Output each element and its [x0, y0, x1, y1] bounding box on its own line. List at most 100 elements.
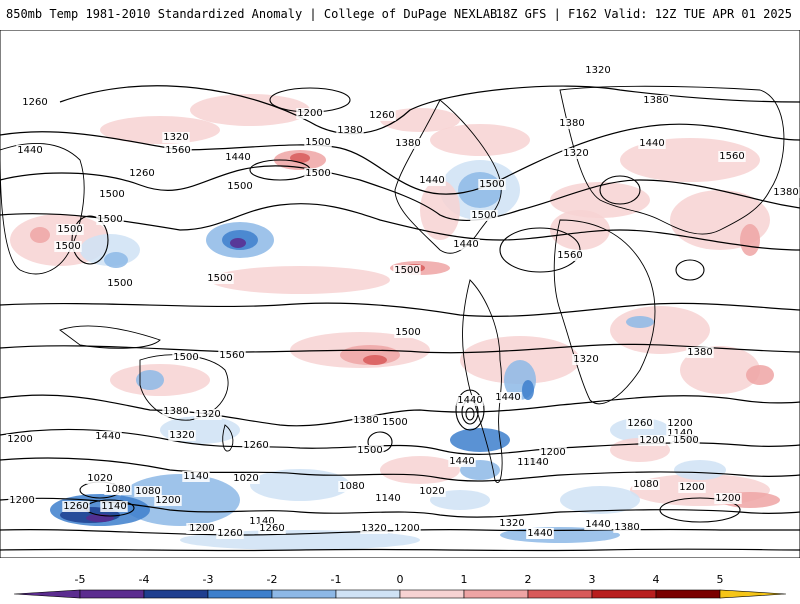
contour-label: 1140 [523, 457, 548, 468]
contour-label-background [638, 435, 666, 446]
contour-label-background [626, 418, 654, 429]
colorbar-bin [527, 589, 593, 599]
anomaly-area [430, 124, 530, 156]
contour-label-background [562, 148, 590, 159]
colorbar-graphic: -5 -4 -3 -2 -1 0 1 2 3 4 5 [13, 573, 787, 599]
colorbar-tick-label: -1 [331, 573, 342, 586]
contour-closed [455, 389, 485, 431]
contour-label: 1500 [394, 265, 419, 276]
contour-label: 1080 [105, 484, 130, 495]
contour-label: 1440 [17, 145, 42, 156]
anomaly-area [450, 428, 510, 452]
contour-label: 1200 [667, 418, 692, 429]
contour-label: 1560 [719, 151, 744, 162]
contour-label-background [162, 406, 190, 417]
contour-label: 1320 [563, 148, 588, 159]
contour-label: 1320 [169, 430, 194, 441]
contour-label-background [128, 168, 156, 179]
contour-label-background [54, 241, 82, 252]
contour-label: 1260 [243, 440, 268, 451]
contour-closed [465, 407, 475, 421]
contour-label-background [338, 481, 366, 492]
contour-label-background [56, 224, 84, 235]
contour-label: 1440 [419, 175, 444, 186]
contour-label-background [296, 108, 324, 119]
contour-label-background [206, 273, 234, 284]
contour-label-background [558, 118, 586, 129]
contour-label: 1380 [559, 118, 584, 129]
contour-label-background [336, 125, 364, 136]
anomaly-area [100, 116, 220, 144]
colorbar-bin [143, 589, 209, 599]
contour-label: 1500 [227, 181, 252, 192]
contour-label: 1500 [395, 327, 420, 338]
contour-label: 1500 [673, 435, 698, 446]
colorbar-tick-labels: -5 -4 -3 -2 -1 0 1 2 3 4 5 [75, 573, 724, 586]
colorbar-tick-label: 4 [653, 573, 660, 586]
contour-label-background [494, 392, 522, 403]
contour-label: 1260 [129, 168, 154, 179]
contour-label: 1200 [155, 495, 180, 506]
contour-label-background [772, 187, 800, 198]
anomaly-area [290, 153, 310, 163]
contour-label-background [258, 523, 286, 534]
contour-label: 1560 [219, 350, 244, 361]
contour-label: 1140 [375, 493, 400, 504]
map-title: 850mb Temp 1981-2010 Standardized Anomal… [6, 7, 498, 21]
contour-label: 1140 [667, 428, 692, 439]
contour-label-background [356, 445, 384, 456]
contour-closed [659, 497, 741, 523]
contour-label-background [666, 418, 694, 429]
contour-label-background [218, 350, 246, 361]
colorbar-tick-label: -2 [267, 573, 278, 586]
contour-label-background [584, 519, 612, 530]
contour-label-background [62, 501, 90, 512]
contour-label: 1260 [63, 501, 88, 512]
colorbar-bins [13, 589, 787, 599]
contour-label: 1140 [183, 471, 208, 482]
contour-label: 1560 [165, 145, 190, 156]
contour-label-background [418, 175, 446, 186]
colorbar-bin [207, 589, 273, 599]
anomaly-area [380, 456, 460, 484]
colorbar-tick-label: 5 [717, 573, 724, 586]
contour-label: 1080 [135, 486, 160, 497]
contour-label-background [478, 179, 506, 190]
contour-label: 1020 [87, 473, 112, 484]
contour-labels: 1320 1260 1200 1260 1380 1440 1320 1260 1440 1560… [6, 65, 800, 539]
contour-label: 1380 [395, 138, 420, 149]
contour-label: 1200 [297, 108, 322, 119]
contour-label: 1380 [687, 347, 712, 358]
contour-label-background [232, 473, 260, 484]
colorbar: -5 -4 -3 -2 -1 0 1 2 3 4 5 [0, 566, 800, 600]
contour-label-background [686, 347, 714, 358]
contour-label-background [182, 471, 210, 482]
contour-label-background [418, 486, 446, 497]
contour-label: 1020 [233, 473, 258, 484]
contour-label-background [642, 95, 670, 106]
contour-label-background [374, 493, 402, 504]
contour-label: 1200 [189, 523, 214, 534]
contour-line [0, 302, 800, 317]
anomaly-area [380, 108, 460, 132]
anomaly-area [104, 252, 128, 268]
contour-label: 1260 [369, 110, 394, 121]
contour-label-background [168, 430, 196, 441]
contour-line [0, 394, 800, 427]
contour-label: 1500 [207, 273, 232, 284]
contour-label: 1320 [163, 132, 188, 143]
contour-label: 1020 [419, 486, 444, 497]
contour-label: 1500 [305, 168, 330, 179]
anomaly-area [626, 316, 654, 328]
contour-label-background [456, 395, 484, 406]
coastline [59, 325, 161, 349]
contour-label-background [248, 516, 276, 527]
contour-label: 1320 [585, 65, 610, 76]
contour-closed [599, 175, 641, 205]
contour-label: 1380 [163, 406, 188, 417]
anomaly-area [740, 224, 760, 256]
contour-label: 1200 [639, 435, 664, 446]
contour-label: 1440 [495, 392, 520, 403]
map-panel: 1320 1260 1200 1260 1380 1440 1320 1260 1440 1560… [0, 30, 800, 558]
anomaly-area [136, 370, 164, 390]
